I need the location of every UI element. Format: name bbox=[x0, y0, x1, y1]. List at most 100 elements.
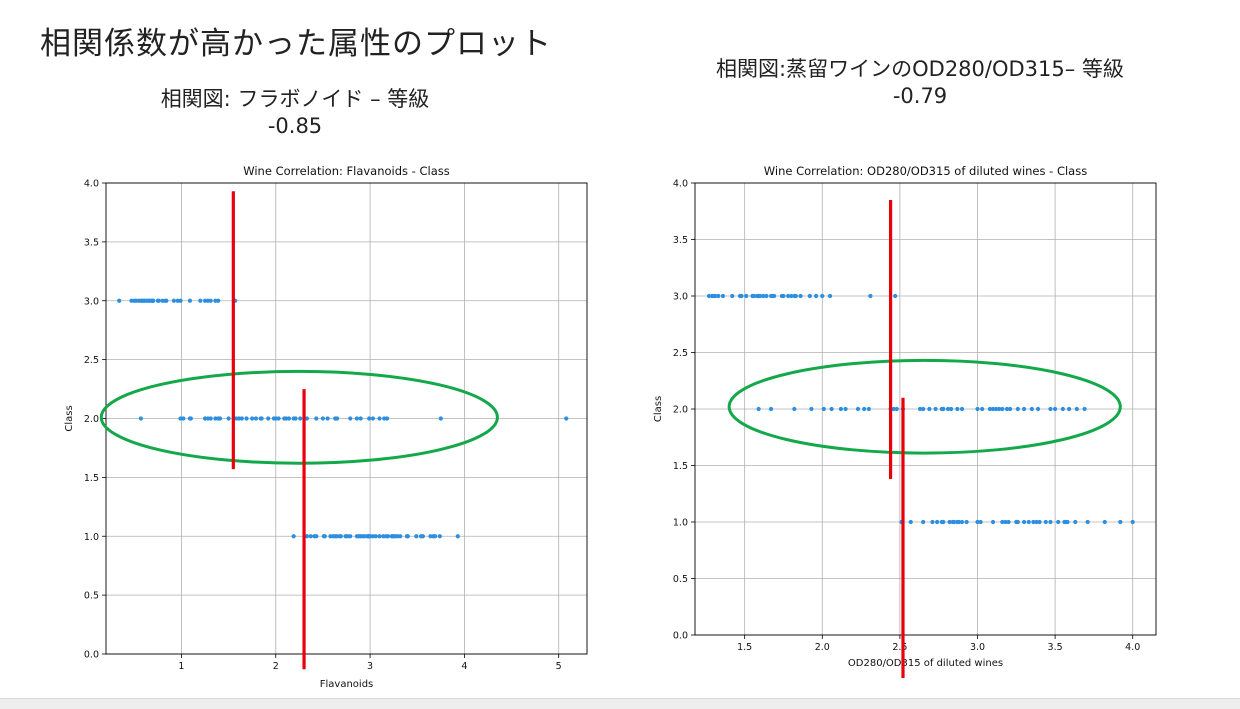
chart2-point-class3 bbox=[868, 293, 873, 299]
chart2-point-class1 bbox=[921, 519, 926, 525]
chart2-ytick-label: 0.5 bbox=[673, 574, 688, 585]
chart2-point-class2 bbox=[990, 406, 996, 412]
chart2-point-class2 bbox=[945, 406, 951, 412]
chart1-point-class2 bbox=[384, 416, 390, 421]
chart2-point-class1 bbox=[1118, 519, 1123, 525]
chart1-ytick-label: 1.0 bbox=[84, 532, 99, 543]
chart2-point-class1 bbox=[1048, 519, 1053, 525]
chart2-point-class1 bbox=[975, 519, 980, 525]
chart1-point-class3 bbox=[178, 298, 183, 303]
chart2-point-class1 bbox=[947, 519, 952, 525]
chart1: 1 2 3 4 5 0.0 0.5 1.0 1.5 2.0 2.5 3.0 3.5 4.0 Wine Cor… bbox=[64, 164, 588, 690]
chart1-point-class2 bbox=[208, 416, 213, 421]
chart1-point-class1 bbox=[338, 534, 343, 539]
chart2-point-class2 bbox=[843, 406, 848, 412]
chart1-point-class2 bbox=[188, 416, 193, 421]
chart2-point-class2 bbox=[1074, 406, 1079, 412]
chart1-point-class2 bbox=[377, 416, 382, 421]
chart2-point-class1 bbox=[1043, 519, 1048, 525]
chart1-point-class2 bbox=[293, 416, 298, 421]
chart2-point-class2 bbox=[1015, 406, 1020, 412]
chart1-point-class1 bbox=[433, 534, 438, 539]
chart1-point-class1 bbox=[398, 534, 403, 539]
slide-title: 相関係数が高かった属性のプロット bbox=[40, 26, 552, 62]
chart1-point-class2 bbox=[438, 416, 443, 421]
chart2-point-class3 bbox=[820, 293, 825, 299]
chart1-point-class2 bbox=[266, 416, 271, 421]
chart2-point-class1 bbox=[1006, 519, 1011, 525]
chart1-ytick-label: 1.5 bbox=[84, 473, 99, 484]
chart1-point-class2 bbox=[181, 416, 186, 421]
chart1-point-class2 bbox=[304, 416, 309, 421]
chart2-point-class1 bbox=[990, 519, 996, 525]
chart1-point-class3 bbox=[117, 298, 122, 303]
chart2-xtick-label: 3.0 bbox=[970, 642, 985, 653]
chart2-point-class1 bbox=[1102, 519, 1107, 525]
chart2-point-class1 bbox=[1073, 519, 1078, 525]
caption-flavanoids-title: 相関図: フラボノイド – 等級 bbox=[160, 87, 430, 111]
chart1-point-class1 bbox=[322, 534, 327, 539]
chart1-point-class1 bbox=[308, 534, 313, 539]
chart2-point-class2 bbox=[862, 406, 867, 412]
chart2-point-class2 bbox=[1082, 406, 1087, 412]
chart2-ytick-label: 1.5 bbox=[673, 461, 688, 472]
chart2-ytick-label: 4.0 bbox=[673, 179, 688, 190]
chart2-point-class2 bbox=[891, 406, 896, 412]
chart2-point-class3 bbox=[827, 293, 833, 299]
chart1-point-class2 bbox=[325, 416, 330, 421]
chart2-point-class1 bbox=[964, 519, 969, 525]
chart2-point-class2 bbox=[1035, 406, 1041, 412]
chart1-point-class2 bbox=[367, 416, 372, 421]
chart2-point-class2 bbox=[994, 406, 999, 412]
chart2-ytick-label: 2.0 bbox=[673, 405, 688, 416]
chart2-point-class2 bbox=[1066, 406, 1072, 412]
chart2-point-class2 bbox=[987, 406, 993, 412]
chart2-point-class3 bbox=[813, 293, 819, 299]
chart1-point-class2 bbox=[298, 416, 303, 421]
chart1-point-class2 bbox=[138, 416, 143, 421]
chart2-point-class1 bbox=[956, 519, 961, 525]
chart1-ytick-label: 3.5 bbox=[84, 237, 99, 248]
chart2-point-class2 bbox=[949, 406, 954, 412]
chart2-point-class3 bbox=[764, 293, 769, 299]
chart1-point-class3 bbox=[216, 298, 221, 303]
caption-od280-title: 相関図:蒸留ワインのOD280/OD315– 等級 bbox=[716, 57, 1124, 81]
chart1-point-class3 bbox=[156, 298, 161, 303]
chart2-point-class1 bbox=[1000, 519, 1005, 525]
chart1-point-class2 bbox=[259, 416, 264, 421]
chart1-xtick-label: 2 bbox=[273, 661, 279, 672]
chart2-xtick-label: 3.5 bbox=[1048, 642, 1063, 653]
chart2-point-class2 bbox=[838, 406, 844, 412]
chart1-point-class2 bbox=[358, 416, 363, 421]
chart2-point-class2 bbox=[1060, 406, 1065, 412]
chart2-point-class2 bbox=[792, 406, 797, 412]
chart2-point-class2 bbox=[997, 406, 1002, 412]
chart1-point-class1 bbox=[414, 534, 419, 539]
chart1-ylabel: Class bbox=[64, 405, 75, 431]
chart1-ytick-label: 3.0 bbox=[84, 296, 99, 307]
chart1-point-class1 bbox=[437, 534, 442, 539]
chart1-point-class1 bbox=[377, 534, 382, 539]
chart1-point-class2 bbox=[250, 416, 255, 421]
chart2-point-class2 bbox=[768, 406, 774, 412]
chart2-point-class2 bbox=[917, 406, 923, 412]
chart2-ytick-label: 1.0 bbox=[673, 518, 688, 529]
chart2-ytick-label: 3.5 bbox=[673, 235, 688, 246]
chart1-point-class2 bbox=[253, 416, 259, 421]
chart2-point-class3 bbox=[720, 293, 726, 299]
chart1-xtick-label: 4 bbox=[461, 661, 467, 672]
chart2-ylabel: Class bbox=[653, 396, 664, 422]
chart2-point-class3 bbox=[786, 293, 791, 299]
caption-od280: 相関図:蒸留ワインのOD280/OD315– 等級 -0.79 bbox=[690, 56, 1150, 110]
chart1-xtick-label: 5 bbox=[556, 661, 562, 672]
chart2-point-class3 bbox=[739, 293, 744, 299]
chart2-point-class3 bbox=[713, 293, 718, 299]
chart2-point-class3 bbox=[789, 293, 794, 299]
chart2-point-class2 bbox=[955, 406, 960, 412]
chart2-point-class2 bbox=[821, 406, 826, 412]
chart2-ytick-label: 3.0 bbox=[673, 292, 688, 303]
chart1-point-class2 bbox=[286, 416, 292, 421]
chart1-ytick-label: 2.0 bbox=[84, 414, 99, 425]
caption-flavanoids-value: -0.85 bbox=[267, 114, 323, 138]
